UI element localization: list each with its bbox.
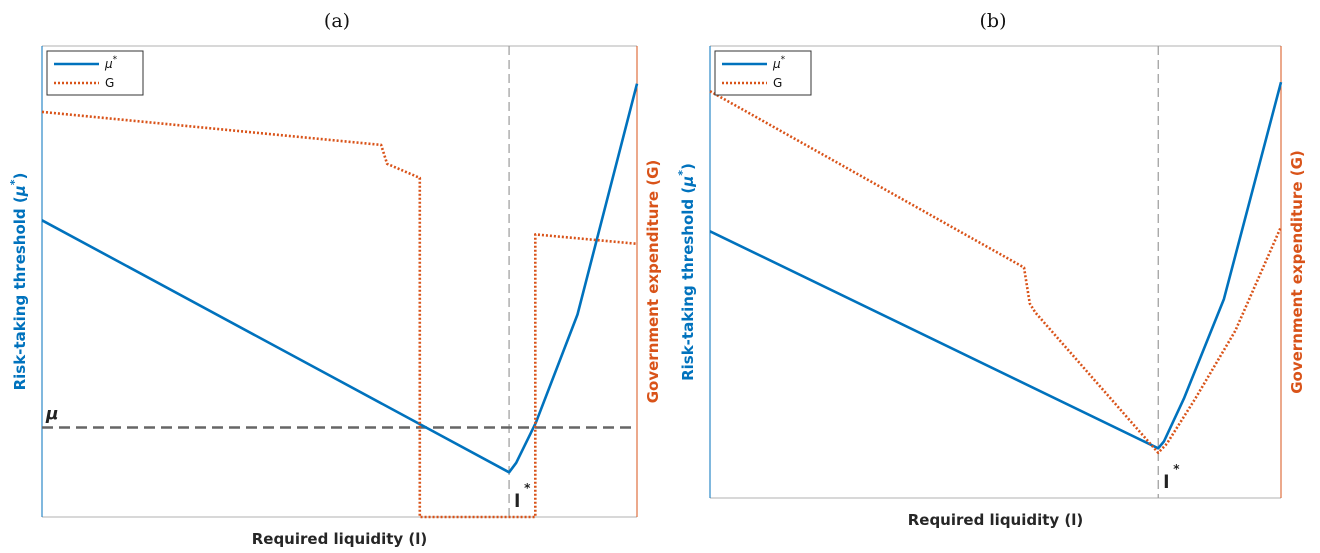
y-axis-right-label-a: Government expenditure (G)	[644, 160, 662, 404]
x-axis-label-b: Required liquidity (l)	[908, 511, 1084, 529]
istar-label-sup-a: *	[524, 481, 531, 495]
g-series-line-a	[41, 110, 638, 519]
g-series-line-b	[709, 90, 1283, 455]
legend-box-b	[714, 50, 812, 96]
istar-label-b: l	[1163, 472, 1169, 493]
panel-a: (a) μ l * Required liquidity (l) Risk-taking…	[8, 10, 662, 548]
mu-series-line-b	[709, 81, 1283, 450]
legend-label-a-1: G	[105, 76, 114, 90]
y-axis-right-label-b: Government expenditure (G)	[1288, 150, 1306, 394]
istar-label-a: l	[514, 491, 520, 512]
legend-label-b-0: μ*	[772, 55, 786, 71]
legend-box-a	[46, 50, 144, 96]
y-axis-left-label-b: Risk-taking threshold (μ*)	[676, 163, 697, 381]
istar-label-sup-b: *	[1173, 462, 1180, 476]
mu-series-line-a	[41, 83, 639, 474]
x-axis-label-a: Required liquidity (l)	[252, 530, 428, 548]
benchmark-label-a: μ	[45, 405, 59, 425]
legend-label-a-0: μ*	[104, 55, 118, 71]
y-axis-left-label-a: Risk-taking threshold (μ*)	[8, 173, 29, 391]
legend-label-b-1: G	[773, 76, 782, 90]
panel-a-label: (a)	[324, 10, 350, 32]
panel-b-label: (b)	[980, 10, 1007, 32]
panel-b: (b) l * Required liquidity (l) Risk-taking …	[676, 10, 1306, 529]
